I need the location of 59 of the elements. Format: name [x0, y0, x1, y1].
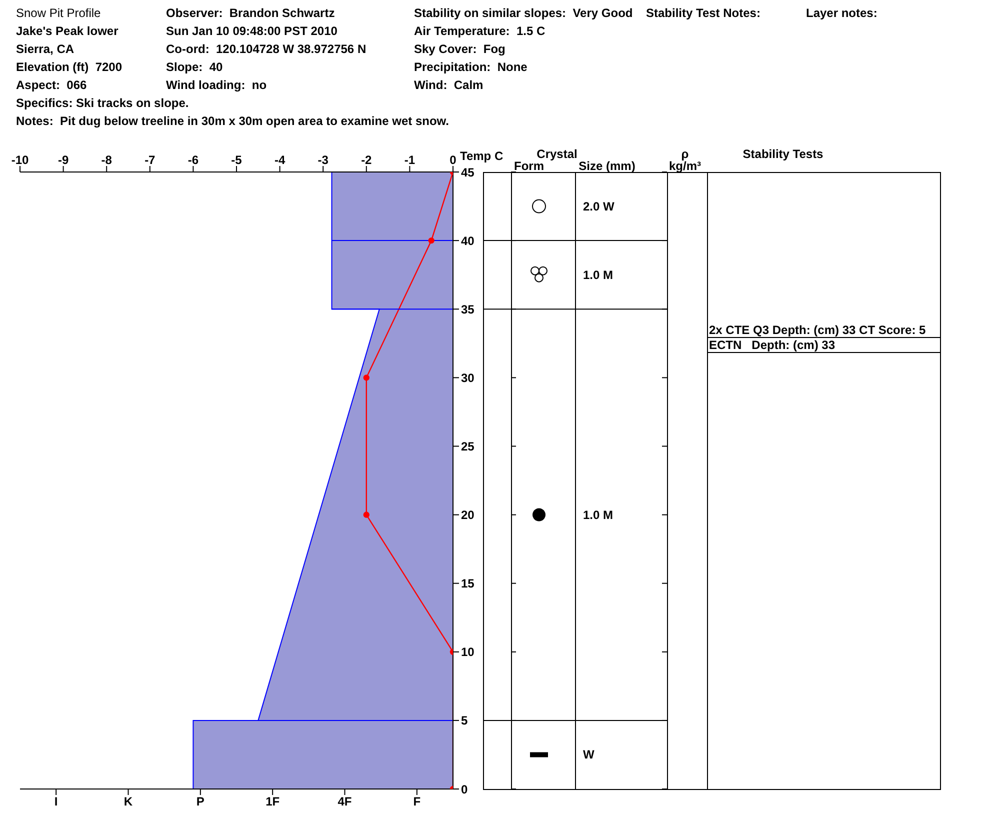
text: Elevation (ft) 7200: [16, 60, 122, 74]
x2-tick-label: -10: [11, 153, 29, 167]
text: Crystal: [536, 147, 578, 161]
x-tick-label: K: [124, 794, 133, 809]
text: Observer: Brandon Schwartz: [166, 6, 335, 20]
x2-tick-label: -8: [101, 153, 112, 167]
text: Stability Test Notes:: [646, 6, 760, 20]
y-tick-label: 5: [461, 714, 468, 728]
x2-tick-label: -3: [318, 153, 329, 167]
category-label: kg/m³: [668, 159, 702, 173]
y-tick-label: 30: [461, 370, 475, 385]
text: Slope: 40: [166, 60, 223, 74]
text: Precipitation: None: [414, 60, 528, 74]
category-label: Stability Tests: [742, 147, 824, 161]
y-tick-label: 15: [461, 576, 475, 591]
text: Sun Jan 10 09:48:00 PST 2010: [166, 24, 338, 38]
text: Specifics: Ski tracks on slope.: [16, 96, 189, 110]
x2-tick-label: -9: [58, 153, 69, 167]
y-tick-label: 10: [461, 645, 475, 660]
text: 2.0 W: [583, 199, 614, 214]
text: W: [583, 748, 594, 762]
text: Aspect: 066: [16, 78, 87, 92]
x2-tick-label: -5: [231, 153, 242, 167]
x2-tick-label: -6: [188, 153, 199, 167]
text: Sky Cover: Fog: [414, 42, 506, 56]
x-tick-label: 1F: [266, 794, 280, 809]
category-label: Form: [514, 159, 544, 173]
text: 1.0 M: [583, 268, 614, 282]
text: Jake's Peak lower: [16, 24, 118, 38]
text: ρ: [681, 147, 689, 161]
text: ECTN Depth: (cm) 33: [709, 338, 836, 352]
x2-tick-label: -2: [361, 153, 372, 167]
x2-axis-title: Temp C: [460, 149, 504, 163]
y-tick-label: 25: [461, 439, 475, 454]
y-tick-label: 20: [461, 508, 475, 522]
x2-tick-label: 0: [450, 153, 457, 167]
x2-tick-label: -4: [274, 153, 286, 167]
x-tick-label: P: [196, 794, 204, 809]
x2-tick-label: -1: [404, 153, 416, 167]
chart-title: Snow Pit Profile: [16, 6, 101, 20]
x-tick-label: I: [54, 794, 58, 809]
text: Air Temperature: 1.5 C: [414, 24, 546, 38]
text: Sierra, CA: [16, 42, 74, 56]
y-tick-label: 35: [461, 302, 475, 316]
text: Notes: Pit dug below treeline in 30m x 30m open area to examine wet snow.: [16, 114, 450, 128]
text: 2x CTE Q3 Depth: (cm) 33 CT Score: 5: [709, 323, 926, 337]
text: Wind: Calm: [414, 78, 484, 92]
x-tick-label: 4F: [338, 794, 352, 809]
category-label: Size (mm): [578, 159, 636, 173]
x2-tick-label: -7: [144, 153, 156, 167]
text: Co-ord: 120.104728 W 38.972756 N: [166, 42, 366, 56]
y-tick-label: 0: [461, 782, 468, 796]
y-tick-label: 40: [461, 234, 475, 248]
y-tick-label: 45: [461, 165, 475, 180]
text: Wind loading: no: [166, 78, 267, 92]
text: 1.0 M: [583, 508, 614, 522]
text: Stability on similar slopes: Very Good: [414, 6, 633, 20]
text: Layer notes:: [806, 6, 878, 20]
x-tick-label: F: [413, 794, 421, 809]
